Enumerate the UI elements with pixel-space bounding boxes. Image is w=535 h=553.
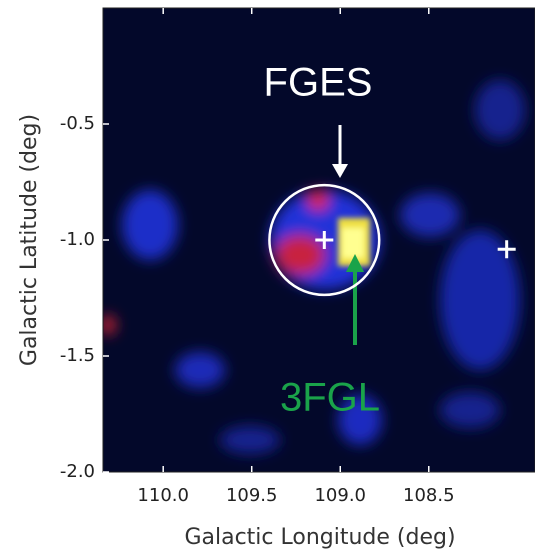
3fgl-arrow-head [346,254,364,272]
x-tick-label: 109.0 [314,485,366,506]
cross-marker [497,240,516,259]
source-circle [268,183,381,297]
x-tick-label: 110.0 [137,485,189,506]
emission [103,80,525,454]
sky-map [103,8,535,472]
x-tick-label: 108.5 [403,485,455,506]
y-tick-label: -1.5 [60,345,95,366]
cross-marker [315,231,334,249]
y-tick-label: -2.0 [60,461,95,482]
y-axis-label: Galactic Latitude (deg) [17,114,42,366]
fges-arrow-head [332,164,348,178]
x-axis-label: Galactic Longitude (deg) [184,525,455,550]
annotation: 3FGL [280,376,380,420]
annotation: FGES [264,61,373,105]
y-tick-label: -1.0 [60,229,95,250]
x-tick-label: 109.5 [226,485,278,506]
y-tick-label: -0.5 [60,113,95,134]
